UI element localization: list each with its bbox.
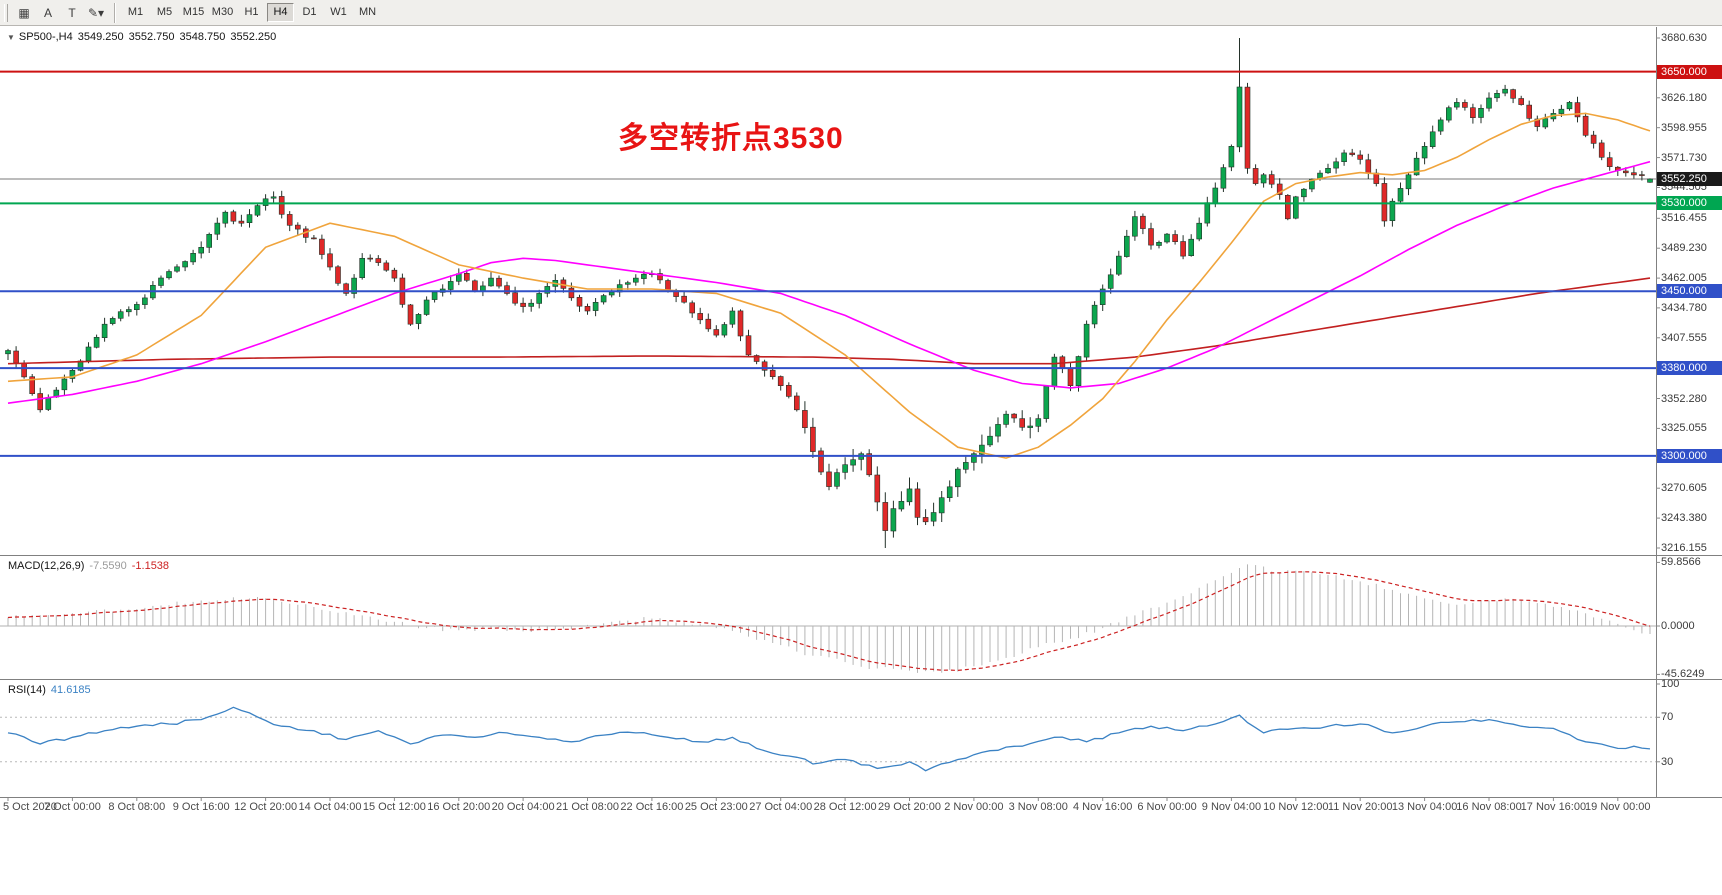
toolbar-tools: ▦ A T ✎▾ [12, 3, 108, 23]
cursor-tool[interactable]: A [43, 5, 52, 20]
timeframe-button-mn[interactable]: MN [358, 6, 377, 18]
toolbar-separator [114, 2, 115, 23]
timeframe-button-m5[interactable]: M5 [156, 6, 173, 18]
timeframe-button-w1[interactable]: W1 [330, 6, 347, 18]
toolbar: ▦ A T ✎▾ M1 M5 M15 M30 H1 H4 D1 W1 MN [0, 0, 1722, 26]
timeframe-button-m1[interactable]: M1 [127, 6, 144, 18]
timeframe-button-m30[interactable]: M30 [211, 6, 234, 18]
timeframe-buttons: M1 M5 M15 M30 H1 H4 D1 W1 MN [121, 3, 382, 22]
timeframe-button-d1[interactable]: D1 [302, 6, 317, 18]
toolbar-drag-handle[interactable] [4, 3, 8, 22]
text-tool[interactable]: T [68, 5, 76, 20]
chart-grid-icon[interactable]: ▦ [18, 5, 30, 20]
timeframe-button-h1[interactable]: H1 [244, 6, 259, 18]
timeframe-button-h4[interactable]: H4 [267, 3, 294, 22]
draw-tools-dropdown[interactable]: ✎▾ [87, 5, 105, 20]
timeframe-button-m15[interactable]: M15 [182, 6, 205, 18]
